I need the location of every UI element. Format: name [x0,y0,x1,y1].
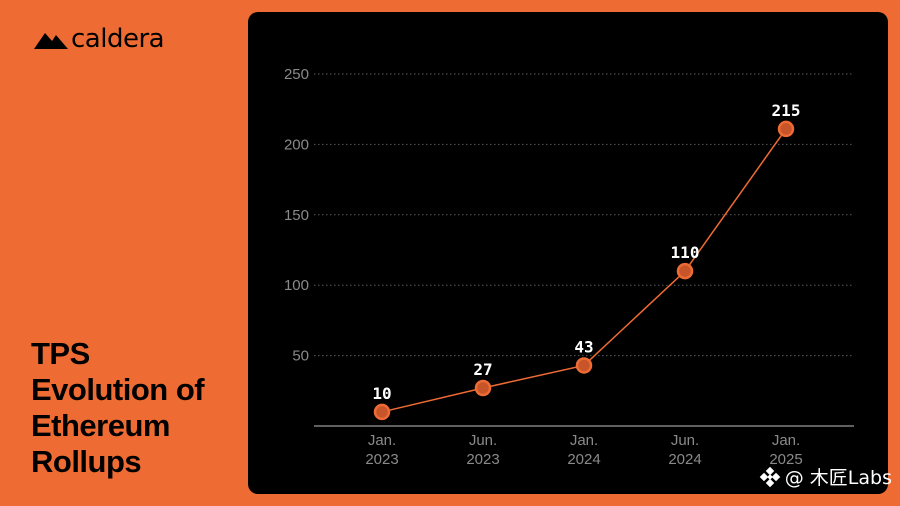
data-label: 43 [574,337,593,356]
y-tick-label: 200 [284,136,309,153]
y-tick-label: 100 [284,277,309,294]
data-point [373,403,391,421]
x-tick-label: Jun. 2024 [668,432,701,468]
y-tick-label: 150 [284,207,309,224]
mountain-logo-icon [34,33,68,49]
title-line-2: Evolution of [31,372,205,407]
data-label: 10 [372,384,391,403]
x-tick-label: Jan. 2024 [567,432,600,468]
data-label: 110 [671,243,700,262]
y-tick-label: 250 [284,66,309,83]
binance-diamond-icon [759,466,781,487]
watermark-text: @ 木匠Labs [784,467,892,489]
title-line-1: TPS [31,336,90,371]
x-tick-label: Jun. 2023 [466,432,499,468]
y-tick-label: 50 [292,348,309,365]
data-point [676,262,694,280]
brand-name: caldera [71,24,165,54]
brand-logo: caldera [34,24,165,54]
x-tick-label: Jan. 2023 [365,432,398,468]
watermark: @ 木匠Labs [759,463,892,490]
data-label: 27 [473,360,492,379]
data-label: 215 [772,101,801,120]
chart-title: TPS Evolution of Ethereum Rollups [31,336,205,480]
data-point [474,379,492,397]
data-point [575,357,593,374]
data-point [777,120,795,138]
title-line-3: Ethereum [31,408,170,443]
title-line-4: Rollups [31,444,142,479]
chart-panel: 50 100 150 200 250 Jan. 2023 Jun. 2023 Jan. 2024 Ju… [248,12,888,494]
x-tick-label: Jan. 2025 [769,432,802,468]
line-chart: 50 100 150 200 250 Jan. 2023 Jun. 2023 Jan. 2024 Ju… [284,66,854,468]
